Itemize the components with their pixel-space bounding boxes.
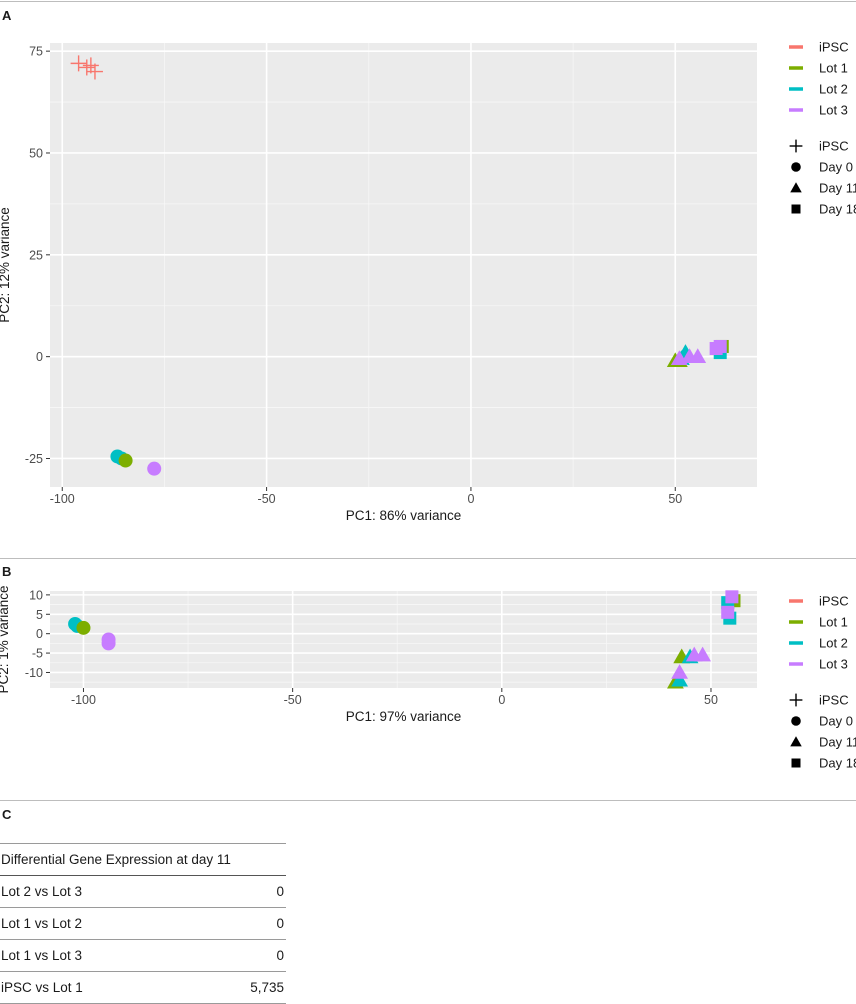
comparison-cell: iPSC vs Lot 1 (0, 971, 200, 1004)
legend-shape-key (790, 182, 802, 193)
table-row: Lot 1 vs Lot 3 0 (0, 939, 286, 972)
y-axis-label: PC2: 12% variance (0, 207, 12, 323)
dge-table-title: Differential Gene Expression at day 11 (0, 843, 286, 876)
legend-color-label: Lot 1 (819, 61, 848, 76)
x-tick-label: 0 (498, 693, 505, 707)
y-tick-label: 50 (29, 146, 43, 160)
x-tick-label: -100 (50, 492, 75, 506)
legend-color-label: iPSC (819, 594, 849, 609)
legend-color-label: Lot 2 (819, 82, 848, 97)
x-tick-label: -50 (258, 492, 276, 506)
plot-background (50, 591, 757, 688)
legend-shape-label: Day 0 (819, 160, 853, 175)
x-tick-label: 0 (467, 492, 474, 506)
legend-color-label: Lot 3 (819, 103, 848, 118)
legend-shape-key (789, 693, 803, 707)
x-axis-label: PC1: 97% variance (346, 709, 462, 724)
legend-color-label: Lot 1 (819, 615, 848, 630)
legend-shape-key (791, 204, 801, 214)
data-point (70, 55, 87, 72)
data-point (721, 605, 735, 619)
data-point (725, 590, 739, 604)
legend-shape-key (791, 758, 801, 768)
pca-plot-a: -100 -50 0 50 -25 0 25 50 75 PC1: 86% variance PC2… (0, 40, 856, 524)
data-point (76, 620, 91, 635)
legend-color-label: iPSC (819, 40, 849, 55)
y-tick-label: 75 (29, 45, 43, 59)
legend-shape-key (791, 162, 801, 172)
y-tick-label: 0 (36, 350, 43, 364)
legend-shape-label: iPSC (819, 139, 849, 154)
y-tick-label: 10 (29, 588, 43, 602)
data-point (86, 63, 103, 80)
legend-shape-label: Day 11 (819, 735, 856, 750)
value-cell: 0 (199, 875, 286, 908)
data-point (694, 646, 712, 662)
legend-shape-label: iPSC (819, 693, 849, 708)
x-axis-label: PC1: 86% variance (346, 508, 462, 523)
panel-b-top-rule (0, 558, 856, 559)
panel-a-label: A (2, 8, 12, 23)
y-tick-label: -10 (25, 666, 43, 680)
y-tick-label: 25 (29, 248, 43, 262)
y-tick-label: -25 (25, 452, 43, 466)
data-point (147, 461, 162, 476)
y-tick-label: -5 (32, 647, 43, 661)
table-row: Lot 1 vs Lot 2 0 (0, 907, 286, 940)
comparison-cell: Lot 1 vs Lot 3 (0, 939, 200, 972)
legend-shape-label: Day 11 (819, 181, 856, 196)
x-tick-label: -100 (71, 693, 96, 707)
value-cell: 0 (199, 907, 286, 940)
panel-c-top-rule (0, 800, 856, 801)
legend-shape-label: Day 0 (819, 714, 853, 729)
data-point (118, 453, 133, 468)
comparison-cell: Lot 2 vs Lot 3 (0, 875, 200, 908)
value-cell: 0 (199, 939, 286, 972)
plot-background (50, 43, 757, 487)
x-tick-label: -50 (284, 693, 302, 707)
legend-shape-label: Day 18 (819, 202, 856, 217)
table-row: iPSC vs Lot 1 5,735 (0, 971, 286, 1004)
data-point (713, 339, 727, 353)
x-tick-label: 50 (704, 693, 718, 707)
y-axis-label: PC2: 1% variance (0, 585, 11, 693)
y-tick-label: 0 (36, 627, 43, 641)
value-cell: 5,735 (199, 971, 286, 1004)
x-tick-label: 50 (668, 492, 682, 506)
data-point (671, 664, 689, 679)
data-point (82, 57, 99, 74)
legend-shape-key (789, 139, 803, 153)
y-tick-label: 5 (36, 608, 43, 622)
data-point (671, 671, 689, 687)
data-point (101, 636, 116, 651)
panel-b-label: B (2, 564, 12, 579)
data-point (78, 59, 95, 76)
data-point (689, 348, 707, 363)
dge-table-header: Differential Gene Expression at day 11 (0, 843, 286, 876)
comparison-cell: Lot 1 vs Lot 2 (0, 907, 200, 940)
table-row: Lot 2 vs Lot 3 0 (0, 875, 286, 908)
legend-shape-key (790, 736, 802, 747)
panel-a-top-rule (0, 1, 856, 2)
legend-shape-key (791, 716, 801, 726)
panel-c-label: C (2, 807, 12, 822)
legend-color-label: Lot 3 (819, 657, 848, 672)
dge-table: Differential Gene Expression at day 11 L… (0, 843, 286, 1004)
legend-shape-label: Day 18 (819, 756, 856, 771)
legend-color-label: Lot 2 (819, 636, 848, 651)
